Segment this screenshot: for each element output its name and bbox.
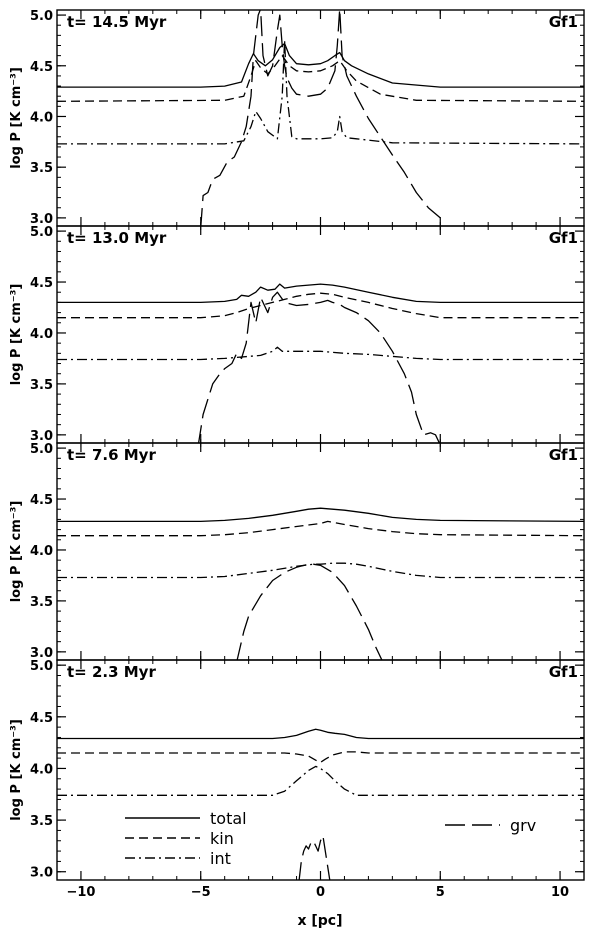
y-tick-label: 3.0: [30, 646, 53, 661]
series-line-grv: [298, 834, 331, 880]
y-tick-label: 4.5: [30, 60, 53, 75]
panel-1: 3.0 3.5 4.0 4.5 5.0 log P [K cm⁻³] t= 14.5 Myr…: [9, 9, 585, 227]
series-line-kin: [57, 520, 584, 537]
legend-label-total: total: [210, 809, 247, 828]
y-tick-label: 5.0: [30, 659, 53, 674]
y-tick-label: 3.5: [30, 378, 53, 393]
y-tick-label: 4.0: [30, 762, 53, 777]
panel-frame: [56, 442, 585, 661]
time-label: t= 2.3 Myr: [67, 663, 156, 681]
x-tick-label: 0: [316, 885, 325, 900]
series-line-grv: [200, 10, 441, 226]
y-tick-label: 4.0: [30, 327, 53, 342]
series-line-grv: [236, 563, 383, 660]
y-tick-label: 3.0: [30, 212, 53, 227]
series-line-total: [57, 728, 584, 740]
y-tick-label: 4.5: [30, 276, 53, 291]
y-axis-label: log P [K cm⁻³]: [9, 501, 24, 603]
y-tick-label: 3.5: [30, 161, 53, 176]
panel-frame: [56, 659, 585, 881]
legend-label-grv: grv: [510, 816, 536, 835]
series-line-int: [57, 562, 584, 579]
y-tick-label: 4.5: [30, 493, 53, 508]
y-axis-label: log P [K cm⁻³]: [9, 67, 24, 169]
panel-frame: [56, 9, 585, 227]
x-axis-label: x [pc]: [297, 913, 342, 929]
series-line-int: [57, 39, 584, 145]
series-line-int: [57, 765, 584, 796]
y-tick-label: 3.5: [30, 595, 53, 610]
y-tick-label: 5.0: [30, 442, 53, 457]
y-tick-label: 5.0: [30, 9, 53, 24]
series-line-kin: [57, 751, 584, 763]
panel-frame: [56, 225, 585, 444]
x-tick-label: 5: [436, 885, 445, 900]
series-group: [57, 10, 584, 226]
series-line-total: [57, 283, 584, 304]
y-tick-label: 3.5: [30, 814, 53, 829]
y-tick-label: 4.0: [30, 544, 53, 559]
y-tick-label: 3.0: [30, 866, 53, 881]
model-label: Gf1: [549, 663, 578, 681]
model-label: Gf1: [549, 229, 578, 247]
time-label: t= 14.5 Myr: [67, 13, 167, 31]
x-tick-label: −5: [191, 885, 211, 900]
panel-3: 3.0 3.5 4.0 4.5 5.0 log P [K cm⁻³] t= 7.6 Myr G…: [9, 442, 585, 661]
legend-label-kin: kin: [210, 829, 234, 848]
y-tick-label: 3.0: [30, 429, 53, 444]
panel-2: 3.0 3.5 4.0 4.5 5.0 log P [K cm⁻³] t= 13.0 Myr…: [9, 225, 585, 444]
series-line-int: [57, 346, 584, 361]
legend-label-int: int: [210, 849, 231, 868]
series-group: [57, 507, 584, 660]
x-tick-label: 10: [551, 885, 569, 900]
y-tick-label: 5.0: [30, 225, 53, 240]
series-group: [57, 283, 584, 443]
series-line-total: [57, 42, 584, 88]
y-tick-label: 4.5: [30, 711, 53, 726]
model-label: Gf1: [549, 13, 578, 31]
model-label: Gf1: [549, 446, 578, 464]
y-axis-label: log P [K cm⁻³]: [9, 719, 24, 821]
series-group: [57, 728, 584, 880]
series-line-total: [57, 507, 584, 523]
x-tick-label: −10: [66, 885, 95, 900]
panel-4: 3.0 3.5 4.0 4.5 5.0 −10 −5 0 5 10 log P [K cm⁻³] t=…: [9, 659, 585, 900]
series-line-grv: [197, 291, 441, 443]
series-line-kin: [57, 292, 584, 319]
y-axis-label: log P [K cm⁻³]: [9, 284, 24, 386]
time-label: t= 7.6 Myr: [67, 446, 156, 464]
time-label: t= 13.0 Myr: [67, 229, 167, 247]
y-tick-label: 4.0: [30, 110, 53, 125]
